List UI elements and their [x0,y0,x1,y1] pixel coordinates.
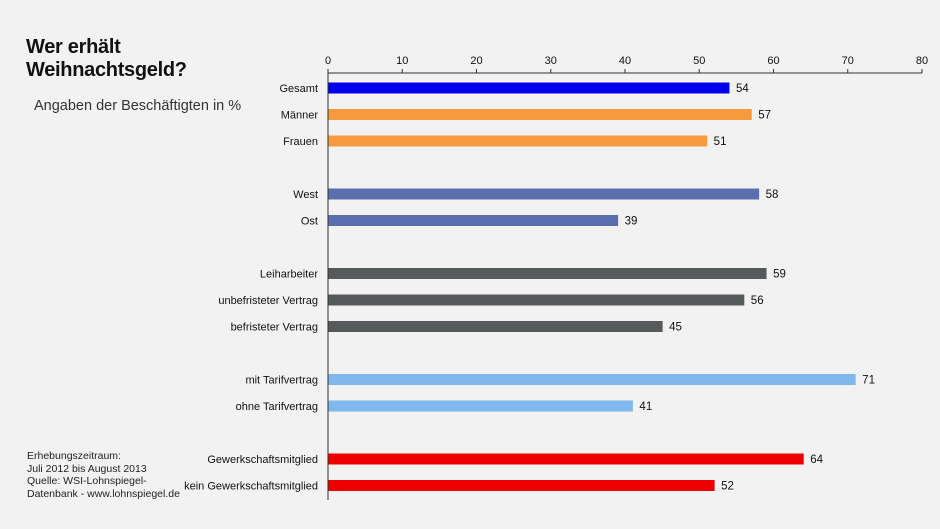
x-tick-label: 50 [693,55,705,67]
data-label: 57 [758,110,771,122]
data-label: 52 [721,481,734,493]
bar [328,480,715,491]
bar [328,109,752,120]
data-label: 54 [736,83,749,95]
bar [328,268,767,279]
x-tick-label: 60 [767,55,779,67]
category-label: Männer [281,110,319,122]
category-label: Gesamt [279,83,318,95]
source-note: Erhebungszeitraum: Juli 2012 bis August … [27,450,180,500]
bar [328,135,708,147]
bar [328,400,633,412]
bar [328,188,760,200]
data-label: 41 [639,401,652,413]
bar [328,215,619,226]
category-label: kein Gewerkschaftsmitglied [184,481,318,493]
category-label: West [293,189,318,201]
data-label: 39 [625,216,638,228]
x-tick-label: 40 [619,55,631,67]
x-tick-label: 10 [396,55,408,67]
category-label: unbefristeter Vertrag [218,295,318,307]
bar [328,321,663,332]
x-tick-label: 20 [470,55,482,67]
data-label: 59 [773,269,786,281]
x-tick-label: 0 [325,55,331,67]
x-tick-label: 70 [842,55,854,67]
x-tick-label: 80 [916,55,928,67]
category-label: befristeter Vertrag [231,322,318,334]
chart-title: Wer erhält Weihnachtsgeld? [26,36,187,81]
bar [328,294,745,306]
data-label: 58 [766,189,779,201]
data-label: 71 [862,375,875,387]
bar [328,82,730,94]
x-tick-label: 30 [545,55,557,67]
data-label: 64 [810,454,823,466]
category-label: Frauen [283,136,318,148]
chart-subtitle: Angaben der Beschäftigten in % [34,98,242,114]
bar [328,453,804,465]
category-label: mit Tarifvertrag [245,375,318,387]
data-label: 51 [714,136,727,148]
category-label: ohne Tarifvertrag [236,401,318,413]
category-label: Ost [301,216,318,228]
bar [328,374,856,385]
category-label: Gewerkschaftsmitglied [207,454,318,466]
data-label: 56 [751,295,764,307]
data-label: 45 [669,322,682,334]
category-label: Leiharbeiter [260,269,318,281]
